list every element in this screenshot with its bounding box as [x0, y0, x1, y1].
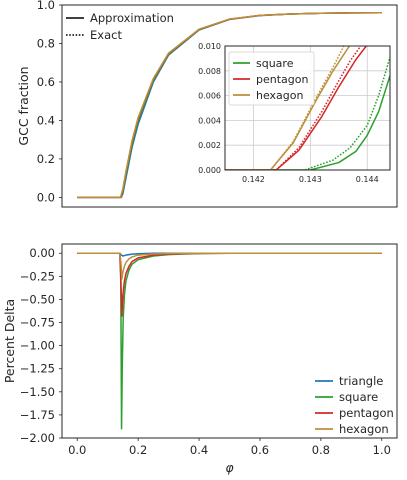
y-tick-label: 0.0	[37, 190, 55, 204]
inset-y-tick-label: 0.002	[198, 141, 221, 150]
series-line-hexagon	[77, 11, 382, 199]
y-tick-label: 0.8	[37, 36, 55, 50]
y-tick-label: −0.25	[20, 269, 55, 283]
y-tick-label: −0.50	[20, 292, 55, 306]
series-group	[225, 46, 390, 170]
bottom-panel: 0.0 0.2 0.4 0.6 0.8 1.0 0.00 −0.25 −0.50 −0.75 −1.…	[2, 243, 398, 475]
y-tick-label: 0.4	[37, 113, 55, 127]
legend-label-triangle: triangle	[339, 374, 383, 388]
y-tick-label: −1.75	[20, 408, 55, 422]
inset-x-tick-label: 0.143	[299, 175, 322, 184]
top-axes-frame	[61, 4, 398, 208]
legend: Approximation Exact	[66, 11, 174, 42]
inset-y-tick-label: 0.006	[198, 92, 221, 101]
x-tick-label: 0.0	[68, 443, 86, 457]
y-axis-label: Percent Delta	[2, 299, 17, 383]
series-line-hexagon	[77, 252, 382, 280]
inset-y-tick-label: 0.004	[198, 116, 221, 125]
series-line-pentagon-dotted	[225, 46, 362, 170]
legend: triangle square pentagon hexagon	[315, 374, 394, 436]
x-tick-label: 0.4	[190, 443, 208, 457]
legend-label-hexagon: hexagon	[339, 422, 389, 436]
inset-y-tick-label: 0.010	[198, 42, 221, 51]
legend-label-pentagon: pentagon	[339, 406, 394, 420]
y-tick-label: 0.2	[37, 152, 55, 166]
x-tick-label: 0.6	[251, 443, 269, 457]
inset-legend-box	[228, 51, 315, 106]
y-tick-label: −1.25	[20, 362, 55, 376]
series-line-square-solid	[225, 75, 390, 170]
y-tick-label: −1.00	[20, 339, 55, 353]
y-axis-label: GCC fraction	[16, 66, 31, 145]
series-group	[77, 11, 382, 199]
series-line-hexagon-solid	[225, 46, 351, 170]
top-panel: 0.0 0.2 0.4 0.6 0.8 1.0 GCC fraction Approximat…	[16, 0, 398, 208]
series-line-pentagon	[77, 252, 382, 317]
inset-legend-label-square: square	[256, 57, 294, 70]
inset-legend: square pentagon hexagon	[228, 51, 315, 106]
series-group	[77, 252, 382, 430]
x-tick-label: 1.0	[373, 443, 391, 457]
y-tick-label: −0.75	[20, 316, 55, 330]
inset-y-tick-label: 0.008	[198, 67, 221, 76]
inset-panel: 0.142 0.143 0.144 0.000 0.002 0.004 0.006 0.008…	[198, 42, 391, 184]
x-tick-label: 0.8	[312, 443, 330, 457]
series-line-pentagon-solid	[225, 46, 368, 170]
x-tick-label: 0.2	[129, 443, 147, 457]
inset-x-tick-label: 0.144	[356, 175, 379, 184]
series-line-square	[77, 252, 382, 430]
x-axis-label: φ	[225, 460, 234, 475]
inset-x-tick-label: 0.142	[242, 175, 265, 184]
inset-legend-label-hexagon: hexagon	[256, 89, 304, 102]
legend-label-exact: Exact	[90, 28, 122, 42]
y-tick-label: −2.00	[20, 431, 55, 445]
y-tick-label: 0.6	[37, 75, 55, 89]
y-tick-label: 1.0	[37, 0, 55, 12]
legend-label-square: square	[339, 390, 378, 404]
legend-label-approximation: Approximation	[90, 11, 174, 25]
inset-axes-frame	[224, 45, 391, 171]
bottom-axes-frame	[61, 243, 398, 439]
inset-legend-label-pentagon: pentagon	[256, 73, 308, 86]
y-tick-label: 0.00	[29, 246, 55, 260]
y-tick-label: −1.50	[20, 385, 55, 399]
series-line-hexagon-dotted	[225, 46, 345, 170]
inset-y-tick-label: 0.000	[198, 166, 221, 175]
